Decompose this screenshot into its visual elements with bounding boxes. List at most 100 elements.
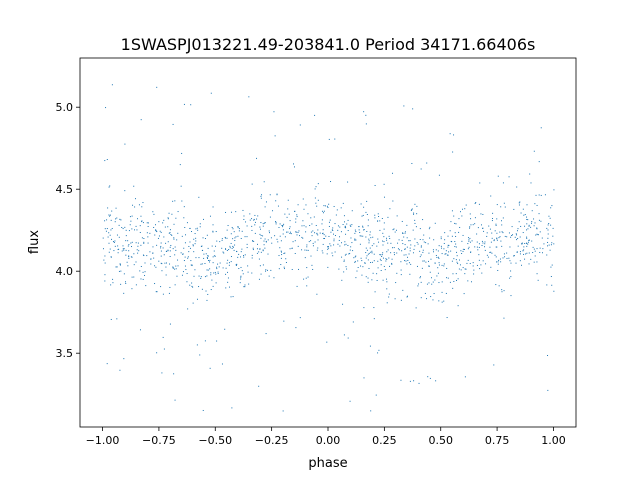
data-point — [367, 219, 369, 221]
data-point — [226, 229, 228, 231]
data-point — [149, 251, 151, 253]
data-point — [188, 245, 190, 247]
data-point — [522, 208, 524, 210]
data-point — [444, 232, 446, 234]
data-point — [152, 246, 154, 248]
data-point — [510, 270, 512, 272]
data-point — [540, 127, 542, 129]
data-point — [211, 279, 213, 281]
data-point — [347, 337, 349, 339]
y-tick-label: 5.0 — [56, 101, 74, 114]
data-point — [373, 318, 375, 320]
data-point — [363, 229, 365, 231]
data-point — [389, 265, 391, 267]
data-point — [516, 230, 518, 232]
data-point — [344, 254, 346, 256]
data-point — [393, 228, 395, 230]
data-point — [347, 181, 349, 183]
data-point — [374, 291, 376, 293]
data-point — [504, 206, 506, 208]
data-point — [532, 252, 534, 254]
data-point — [486, 232, 488, 234]
data-point — [166, 262, 168, 264]
data-point — [131, 288, 133, 290]
data-point — [495, 223, 497, 225]
data-point — [467, 280, 469, 282]
data-point — [469, 241, 471, 243]
data-point — [444, 253, 446, 255]
data-point — [230, 256, 232, 258]
data-point — [440, 238, 442, 240]
data-point — [326, 341, 328, 343]
data-point — [476, 241, 478, 243]
data-point — [234, 244, 236, 246]
data-point — [420, 254, 422, 256]
data-point — [527, 219, 529, 221]
data-point — [295, 327, 297, 329]
data-point — [238, 268, 240, 270]
data-point — [362, 214, 364, 216]
data-point — [553, 189, 555, 191]
data-point — [538, 219, 540, 221]
data-point — [125, 249, 127, 251]
data-point — [193, 251, 195, 253]
data-point — [171, 213, 173, 215]
data-point — [460, 250, 462, 252]
data-point — [406, 263, 408, 265]
data-point — [425, 242, 427, 244]
data-point — [350, 246, 352, 248]
data-point — [314, 114, 316, 116]
data-point — [133, 264, 135, 266]
data-point — [198, 286, 200, 288]
data-point — [343, 271, 345, 273]
data-point — [218, 266, 220, 268]
data-point — [406, 237, 408, 239]
data-point — [113, 250, 115, 252]
data-point — [210, 92, 212, 94]
data-point — [133, 276, 135, 278]
data-point — [519, 251, 521, 253]
data-point — [365, 236, 367, 238]
data-point — [408, 262, 410, 264]
data-point — [173, 373, 175, 375]
data-point — [343, 334, 345, 336]
data-point — [111, 210, 113, 212]
data-point — [226, 237, 228, 239]
data-point — [484, 243, 486, 245]
data-point — [452, 287, 454, 289]
data-point — [113, 241, 115, 243]
data-point — [472, 265, 474, 267]
data-point — [521, 242, 523, 244]
data-point — [515, 262, 517, 264]
data-point — [367, 259, 369, 261]
data-point — [378, 241, 380, 243]
data-point — [476, 233, 478, 235]
data-point — [443, 248, 445, 250]
data-point — [361, 260, 363, 262]
data-point — [499, 231, 501, 233]
data-point — [327, 266, 329, 268]
data-point — [536, 248, 538, 250]
data-point — [359, 231, 361, 233]
data-point — [246, 247, 248, 249]
data-point — [283, 268, 285, 270]
x-tick-label: −0.50 — [198, 434, 232, 447]
data-point — [235, 264, 237, 266]
data-point — [436, 275, 438, 277]
data-point — [175, 217, 177, 219]
data-point — [423, 234, 425, 236]
data-point — [508, 257, 510, 259]
data-point — [434, 222, 436, 224]
data-point — [535, 194, 537, 196]
data-point — [370, 410, 372, 412]
data-point — [339, 245, 341, 247]
data-point — [516, 234, 518, 236]
data-point — [120, 219, 122, 221]
data-point — [550, 266, 552, 268]
data-point — [389, 237, 391, 239]
data-point — [457, 263, 459, 265]
data-point — [372, 272, 374, 274]
data-point — [160, 247, 162, 249]
data-point — [430, 296, 432, 298]
